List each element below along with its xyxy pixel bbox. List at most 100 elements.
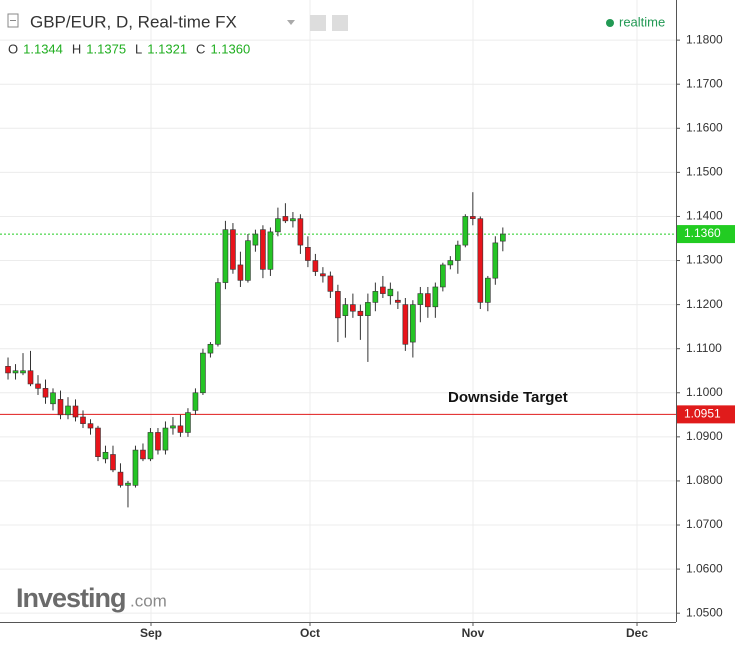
y-tick-label: 1.1700: [686, 76, 723, 90]
annotation: Downside Target: [448, 389, 568, 406]
candle-body: [222, 229, 229, 283]
candle-body: [20, 370, 26, 374]
settings-icon[interactable]: [310, 15, 326, 31]
candle-body: [252, 233, 259, 246]
candle-body: [87, 423, 94, 429]
x-tick-label: Nov: [462, 626, 485, 640]
gear-icon[interactable]: [332, 15, 348, 31]
candle-body: [320, 273, 326, 277]
y-tick-label: 1.1500: [686, 165, 723, 179]
ohlc-key: C: [196, 41, 205, 56]
candle-body: [42, 388, 49, 398]
candle-body: [147, 432, 154, 460]
candle-body: [12, 370, 19, 374]
candle-body: [357, 310, 364, 316]
candle-body: [230, 229, 236, 270]
candle-body: [462, 216, 469, 246]
candle-body: [485, 277, 491, 303]
y-tick-label: 1.1300: [686, 253, 723, 267]
candle-body: [372, 291, 379, 303]
candle-body: [170, 425, 176, 429]
logo-suffix: .com: [130, 591, 167, 610]
y-tick-label: 1.0900: [686, 429, 723, 443]
candle-body: [447, 260, 454, 266]
candle-body: [425, 293, 431, 308]
candle-body: [35, 383, 41, 389]
candle-body: [402, 304, 409, 345]
candle-body: [110, 454, 116, 471]
ohlc-key: O: [8, 41, 18, 56]
candle-body: [410, 304, 416, 343]
candle-body: [5, 366, 11, 374]
candle-body: [57, 399, 64, 416]
candle-body: [492, 242, 499, 279]
candle-body: [432, 286, 439, 308]
x-tick-label: Oct: [300, 626, 320, 640]
ohlc-value: 1.1360: [210, 41, 250, 56]
x-tick-label: Sep: [140, 626, 162, 640]
ohlc-value: 1.1321: [147, 41, 187, 56]
candle-body: [215, 282, 221, 345]
price-label: 1.1360: [684, 226, 721, 240]
logo: Investing: [16, 583, 126, 613]
ohlc-value: 1.1344: [23, 41, 63, 56]
candle-body: [237, 264, 244, 281]
candle-body: [417, 293, 424, 305]
candle-body: [305, 247, 311, 261]
x-tick-label: Dec: [626, 626, 648, 640]
chart-title: GBP/EUR, D, Real-time FX: [30, 12, 237, 31]
candle-body: [245, 240, 251, 281]
candle-body: [140, 449, 146, 460]
ohlc-key: L: [135, 41, 142, 56]
y-tick-label: 1.1600: [686, 120, 723, 134]
candle-body: [72, 405, 79, 418]
candle-body: [267, 231, 274, 270]
candle-body: [470, 216, 476, 219]
y-tick-label: 1.1000: [686, 385, 723, 399]
y-tick-label: 1.0500: [686, 605, 723, 619]
candle-body: [65, 405, 71, 416]
candle-body: [312, 260, 319, 272]
candle-body: [380, 286, 386, 294]
candle-body: [290, 218, 296, 222]
candle-body: [117, 471, 124, 486]
y-tick-label: 1.1800: [686, 32, 723, 46]
dropdown-arrow[interactable]: [287, 20, 295, 25]
y-tick-label: 1.0800: [686, 473, 723, 487]
candle-body: [260, 229, 266, 270]
candle-body: [27, 370, 34, 385]
candles: [5, 192, 506, 508]
candle-body: [102, 451, 109, 460]
ohlc-value: 1.1375: [86, 41, 126, 56]
candle-body: [297, 218, 304, 246]
candle-body: [342, 304, 349, 316]
y-tick-label: 1.1400: [686, 209, 723, 223]
candle-body: [185, 412, 191, 433]
status-dot: [606, 19, 614, 27]
candle-body: [335, 291, 341, 319]
ohlc-legend: O 1.1344 H 1.1375 L 1.1321 C 1.1360: [8, 41, 250, 56]
candle-body: [387, 288, 394, 297]
y-tick-label: 1.1200: [686, 297, 723, 311]
y-tick-label: 1.0700: [686, 517, 723, 531]
price-label-box: [677, 405, 735, 424]
candle-body: [207, 343, 214, 354]
candle-body: [200, 352, 206, 394]
candle-body: [477, 218, 484, 303]
status: realtime: [619, 14, 665, 29]
candle-body: [455, 244, 461, 261]
menu-icon[interactable]: [7, 13, 19, 28]
candle-body: [275, 218, 281, 233]
candle-body: [132, 449, 139, 486]
candle-body: [500, 233, 506, 242]
price-label: 1.0951: [684, 407, 721, 421]
candle-body: [50, 392, 56, 405]
candle-body: [282, 216, 289, 222]
candle-body: [80, 416, 86, 424]
candle-body: [192, 392, 199, 411]
candle-body: [95, 427, 101, 457]
price-label-box: [677, 225, 735, 244]
y-tick-label: 1.1100: [686, 341, 722, 355]
